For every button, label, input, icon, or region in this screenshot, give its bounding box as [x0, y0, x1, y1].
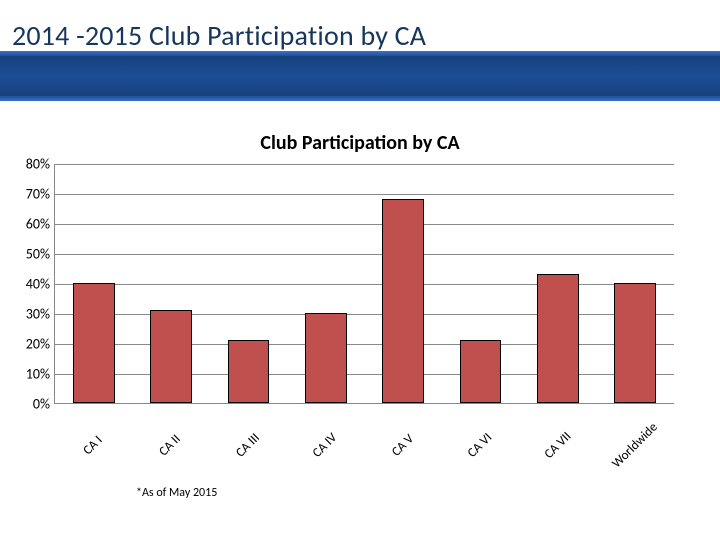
x-slot: CA III — [209, 408, 287, 478]
footnote: *As of May 2015 — [136, 486, 217, 500]
y-tick-label: 0% — [33, 396, 50, 413]
x-slot: CA IV — [287, 408, 365, 478]
y-axis: 0%10%20%30%40%50%60%70%80% — [10, 164, 54, 404]
bar-slot — [442, 164, 519, 403]
x-slot: CA I — [54, 408, 132, 478]
bar — [73, 283, 115, 403]
x-axis-labels: CA I CA II CA III CA IV CA V CA VI CA VII World… — [54, 408, 674, 478]
bar — [305, 313, 347, 403]
slide: 2014 -2015 Club Participation by CA Club… — [0, 0, 720, 540]
chart-area: 0%10%20%30%40%50%60%70%80% — [54, 164, 674, 404]
x-slot: CA VII — [519, 408, 597, 478]
bar-slot — [132, 164, 209, 403]
bar — [460, 340, 502, 403]
y-tick-label: 50% — [26, 246, 50, 263]
bar-slot — [210, 164, 287, 403]
x-slot: CA II — [132, 408, 210, 478]
y-tick-label: 10% — [26, 366, 50, 383]
x-tick-label: CA VI — [465, 430, 495, 460]
y-tick-label: 60% — [26, 216, 50, 233]
slide-title: 2014 -2015 Club Participation by CA — [12, 18, 426, 53]
bar-slot — [597, 164, 674, 403]
title-band — [0, 54, 720, 98]
bar-slot — [55, 164, 132, 403]
chart-title: Club Participation by CA — [0, 131, 720, 155]
bar-slot — [287, 164, 364, 403]
bar-slot — [519, 164, 596, 403]
bar — [537, 274, 579, 403]
x-slot: CA VI — [442, 408, 520, 478]
x-tick-label: CA V — [389, 431, 417, 459]
y-tick-label: 40% — [26, 276, 50, 293]
bar — [150, 310, 192, 403]
bar — [382, 199, 424, 403]
x-slot: Worldwide — [597, 408, 675, 478]
bars-container — [55, 164, 674, 403]
y-tick-label: 30% — [26, 306, 50, 323]
y-tick-label: 80% — [26, 156, 50, 173]
plot-area — [54, 164, 674, 404]
y-tick-label: 20% — [26, 336, 50, 353]
x-tick-label: CA II — [156, 432, 184, 460]
bar — [228, 340, 270, 403]
x-slot: CA V — [364, 408, 442, 478]
x-tick-label: CA III — [233, 431, 263, 461]
bar-slot — [365, 164, 442, 403]
bar — [614, 283, 656, 403]
x-tick-label: CA VII — [541, 429, 574, 462]
x-tick-label: CA I — [80, 433, 105, 458]
y-tick-label: 70% — [26, 186, 50, 203]
x-tick-label: Worldwide — [610, 420, 661, 471]
x-tick-label: CA IV — [310, 430, 340, 460]
